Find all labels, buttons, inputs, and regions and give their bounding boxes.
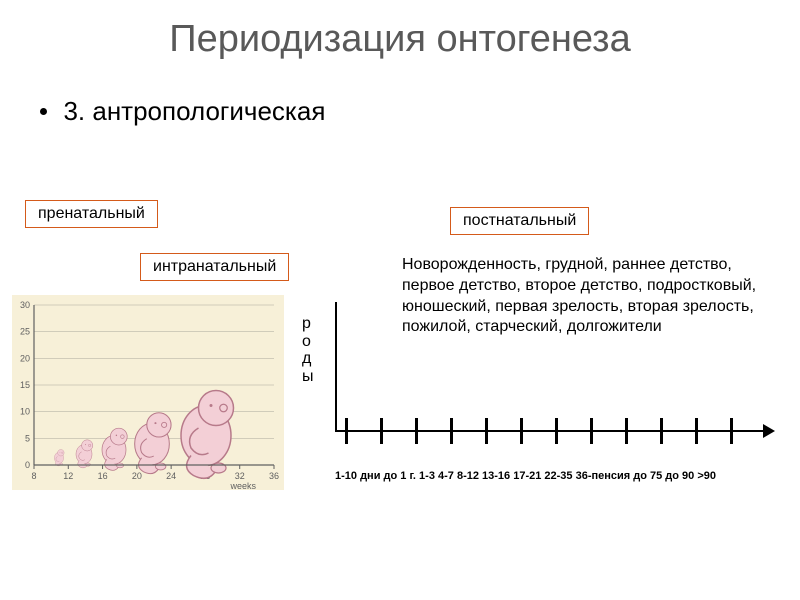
timeline-labels: 1-10 дни до 1 г. 1-3 4-7 8-12 13-16 17-2… (335, 470, 780, 484)
svg-text:weeks: weeks (229, 481, 256, 490)
timeline-tick (415, 418, 418, 444)
timeline-tick (625, 418, 628, 444)
svg-text:12: 12 (63, 471, 73, 481)
timeline-tick (485, 418, 488, 444)
svg-text:24: 24 (166, 471, 176, 481)
label-postnatal: постнатальный (450, 207, 589, 235)
timeline-x-axis (335, 430, 765, 432)
page-title: Периодизация онтогенеза (0, 0, 800, 61)
svg-text:16: 16 (98, 471, 108, 481)
svg-text:32: 32 (235, 471, 245, 481)
svg-text:20: 20 (132, 471, 142, 481)
svg-text:36: 36 (269, 471, 279, 481)
svg-text:15: 15 (20, 380, 30, 390)
svg-text:0: 0 (25, 460, 30, 470)
svg-text:5: 5 (25, 433, 30, 443)
svg-text:30: 30 (20, 300, 30, 310)
timeline-tick (695, 418, 698, 444)
timeline-tick (660, 418, 663, 444)
rody-label: роды (302, 315, 314, 385)
timeline-tick (730, 418, 733, 444)
subtitle-row: 3. антропологическая (0, 61, 800, 127)
timeline-tick (520, 418, 523, 444)
svg-text:25: 25 (20, 327, 30, 337)
timeline (335, 370, 775, 510)
timeline-y-axis (335, 302, 337, 432)
svg-text:8: 8 (31, 471, 36, 481)
subtitle: 3. антропологическая (63, 96, 325, 126)
timeline-tick (380, 418, 383, 444)
fetal-growth-chart: 051015202530812162024283236weeks (12, 295, 284, 490)
label-prenatal: пренатальный (25, 200, 158, 228)
bullet-icon (40, 108, 47, 115)
postnatal-stages-text: Новорожденность, грудной, раннее детство… (402, 255, 762, 338)
arrow-right-icon (763, 424, 775, 438)
timeline-tick (345, 418, 348, 444)
timeline-tick (555, 418, 558, 444)
timeline-tick (450, 418, 453, 444)
svg-text:10: 10 (20, 407, 30, 417)
timeline-tick (590, 418, 593, 444)
label-intranatal: интранатальный (140, 253, 289, 281)
svg-text:20: 20 (20, 353, 30, 363)
